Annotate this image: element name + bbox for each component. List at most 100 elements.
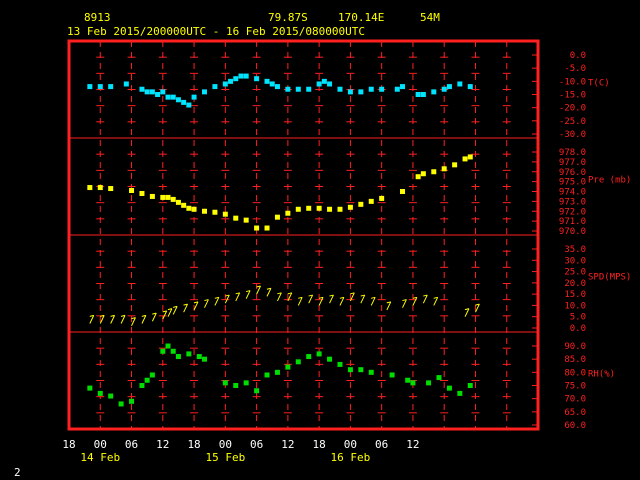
data-point xyxy=(337,206,343,212)
data-point xyxy=(452,162,458,168)
wind-barb xyxy=(235,292,241,302)
data-point xyxy=(446,385,452,391)
data-point xyxy=(87,385,93,391)
wind-barb xyxy=(256,285,261,295)
x-day-label: 14 Feb xyxy=(80,451,120,464)
y-tick-label: 85.0 xyxy=(564,355,586,365)
wind-barb-flag xyxy=(141,314,146,317)
y-tick-label: 35.0 xyxy=(564,245,586,255)
wind-barb xyxy=(339,297,345,306)
x-tick-label: 12 xyxy=(156,438,169,451)
data-point xyxy=(327,81,333,87)
data-point xyxy=(274,84,280,90)
data-point xyxy=(139,383,145,388)
data-point xyxy=(358,367,364,373)
y-tick-label: 10.0 xyxy=(564,301,586,311)
wind-barb xyxy=(224,294,230,304)
data-point xyxy=(347,204,353,210)
wind-barb-flag xyxy=(360,294,365,297)
wind-barb-flag xyxy=(204,299,209,302)
data-point xyxy=(420,171,426,177)
x-tick-label: 18 xyxy=(313,438,326,451)
data-point xyxy=(295,359,301,365)
data-point xyxy=(108,186,114,192)
wind-barb-flag xyxy=(329,294,334,297)
plot-frame xyxy=(67,39,540,431)
wind-barb xyxy=(287,292,293,302)
x-day-label: 16 Feb xyxy=(331,451,371,464)
x-tick-label: 06 xyxy=(125,438,138,451)
data-point xyxy=(165,94,171,100)
y-tick-label: 971.0 xyxy=(559,217,586,227)
wind-barb-flag xyxy=(287,292,292,295)
wind-barb-flag xyxy=(308,294,313,297)
data-point xyxy=(264,225,270,231)
data-point xyxy=(233,76,239,82)
data-point xyxy=(201,356,207,362)
data-point xyxy=(254,225,260,231)
data-point xyxy=(400,189,406,194)
y-tick-label: -20.0 xyxy=(559,104,586,114)
y-tick-label: 15.0 xyxy=(564,290,586,300)
y-tick-label: 977.0 xyxy=(559,158,586,168)
data-point xyxy=(316,205,322,211)
data-point xyxy=(243,380,249,386)
y-tick-label: -30.0 xyxy=(559,130,586,140)
wind-barb-flag xyxy=(89,314,94,317)
data-point xyxy=(379,86,385,92)
wind-barb-flag xyxy=(433,296,438,299)
data-point xyxy=(201,208,207,214)
data-point xyxy=(295,86,301,92)
wind-barb xyxy=(131,317,136,326)
x-tick-label: 18 xyxy=(187,438,200,451)
wind-barb xyxy=(214,297,220,306)
wind-barb xyxy=(360,294,366,304)
y-tick-label: 0.0 xyxy=(570,51,586,61)
data-point xyxy=(118,401,124,407)
wind-barb xyxy=(370,297,376,306)
data-point xyxy=(264,372,270,378)
wind-barb-flag xyxy=(183,303,188,306)
x-tick-label: 06 xyxy=(375,438,388,451)
y-tick-label: 970.0 xyxy=(559,227,586,237)
y-tick-label: 60.0 xyxy=(564,421,586,431)
data-point xyxy=(420,92,426,97)
data-point xyxy=(426,380,432,386)
latitude: 79.87S xyxy=(268,11,308,24)
data-point xyxy=(165,343,171,349)
data-point xyxy=(274,214,280,220)
data-point xyxy=(160,194,166,200)
data-point xyxy=(175,97,181,103)
data-point xyxy=(191,206,197,212)
data-point xyxy=(97,84,103,90)
data-point xyxy=(467,154,473,160)
wind-barb-flag xyxy=(193,301,199,304)
wind-barb xyxy=(297,297,303,306)
data-point xyxy=(337,86,343,92)
data-point xyxy=(233,215,239,221)
wind-barb-flag xyxy=(167,308,173,311)
y-tick-label: 80.0 xyxy=(564,368,586,378)
data-point xyxy=(347,367,353,373)
wind-barb xyxy=(183,303,188,313)
wind-barb xyxy=(89,315,95,324)
y-tick-label: 75.0 xyxy=(564,382,586,392)
wind-barb xyxy=(308,294,314,304)
longitude: 170.14E xyxy=(338,11,384,24)
data-point xyxy=(170,94,176,100)
station-id: 8913 xyxy=(84,11,111,24)
wind-barb-flag xyxy=(423,294,428,297)
data-point xyxy=(462,156,468,162)
wind-barb xyxy=(412,297,418,306)
data-point xyxy=(368,86,374,92)
data-point xyxy=(175,199,181,205)
data-point xyxy=(186,351,192,357)
data-point xyxy=(446,84,452,90)
data-point xyxy=(410,380,416,386)
data-point xyxy=(170,196,176,202)
wind-barb-flag xyxy=(266,287,272,290)
data-point xyxy=(436,375,442,381)
data-point xyxy=(108,393,114,399)
wind-barb-flag xyxy=(402,299,407,302)
